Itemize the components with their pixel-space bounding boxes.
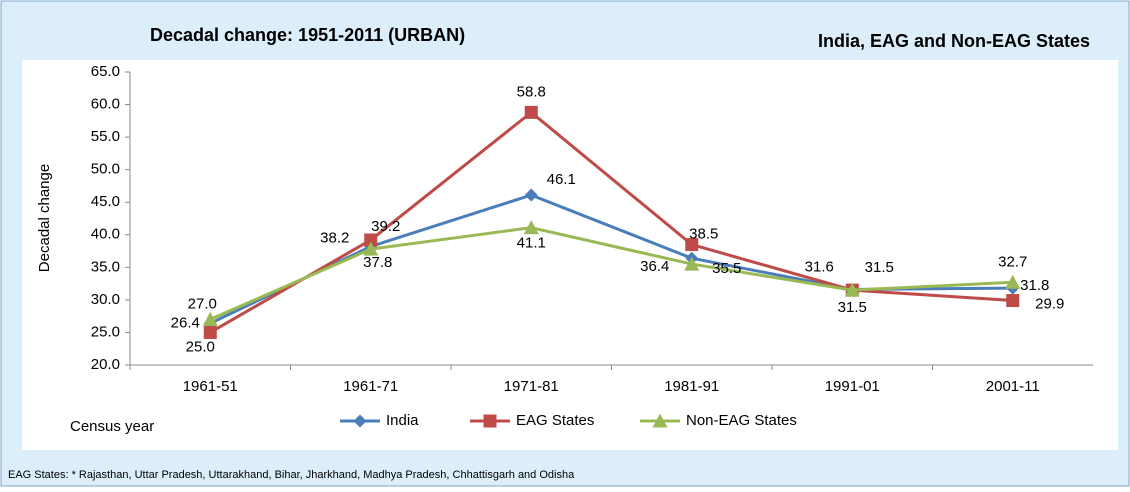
- series-line: [209, 110, 1013, 334]
- y-tick-label: 45.0: [91, 193, 120, 210]
- point: [203, 325, 217, 339]
- legend-marker: [652, 413, 668, 428]
- point: [1006, 294, 1020, 308]
- data-label: 25.0: [186, 338, 215, 355]
- legend-label: India: [386, 412, 419, 429]
- x-tick-label: 1981-91: [664, 378, 719, 395]
- series-line: [209, 226, 1013, 321]
- y-axis-label: Decadal change: [36, 164, 53, 272]
- data-label: 31.6: [805, 258, 834, 275]
- point: [363, 241, 379, 256]
- data-label: 36.4: [640, 258, 669, 275]
- footnote: EAG States: * Rajasthan, Uttar Pradesh, …: [8, 469, 575, 481]
- x-tick-label: 2001-11: [986, 378, 1040, 395]
- x-tick-label: 1961-51: [183, 378, 238, 395]
- y-tick-label: 40.0: [91, 226, 120, 243]
- x-tick-label: 1961-71: [343, 378, 398, 395]
- plot-background: [22, 60, 1118, 450]
- y-tick-label: 20.0: [91, 356, 120, 373]
- data-label: 35.5: [712, 260, 741, 277]
- legend-marker: [483, 414, 497, 428]
- data-label: 39.2: [371, 218, 400, 235]
- x-tick-label: 1991-01: [825, 378, 880, 395]
- point: [524, 105, 538, 119]
- data-label: 41.1: [517, 235, 546, 252]
- point: [1005, 274, 1021, 289]
- point: [202, 311, 218, 326]
- data-label: 26.4: [171, 314, 200, 331]
- data-label: 31.8: [1020, 277, 1049, 294]
- data-label: 31.5: [865, 259, 894, 276]
- legend-marker: [353, 414, 367, 428]
- data-label: 37.8: [363, 254, 392, 271]
- point: [685, 238, 699, 252]
- point: [684, 256, 700, 271]
- point: [364, 233, 378, 247]
- x-tick-label: 1971-81: [504, 378, 559, 395]
- chart-title: Decadal change: 1951-2011 (URBAN): [150, 25, 465, 45]
- y-tick-label: 30.0: [91, 291, 120, 308]
- point: [524, 188, 538, 202]
- y-tick-label: 50.0: [91, 161, 120, 178]
- y-tick-label: 25.0: [91, 323, 120, 340]
- data-label: 46.1: [547, 171, 576, 188]
- data-label: 38.2: [320, 229, 349, 246]
- chart-subtitle: India, EAG and Non-EAG States: [818, 31, 1090, 51]
- data-label: 29.9: [1035, 296, 1064, 313]
- y-tick-label: 35.0: [91, 258, 120, 275]
- y-tick-label: 55.0: [91, 128, 120, 145]
- y-tick-label: 60.0: [91, 96, 120, 113]
- x-axis-label: Census year: [70, 418, 154, 435]
- y-tick-label: 65.0: [91, 63, 120, 80]
- data-label: 32.7: [998, 253, 1027, 270]
- point: [844, 282, 860, 297]
- point: [523, 220, 539, 235]
- data-label: 31.5: [838, 299, 867, 316]
- data-label: 58.8: [517, 83, 546, 100]
- data-label: 38.5: [689, 226, 718, 243]
- legend-label: EAG States: [516, 412, 594, 429]
- legend-label: Non-EAG States: [686, 412, 797, 429]
- data-label: 27.0: [188, 295, 217, 312]
